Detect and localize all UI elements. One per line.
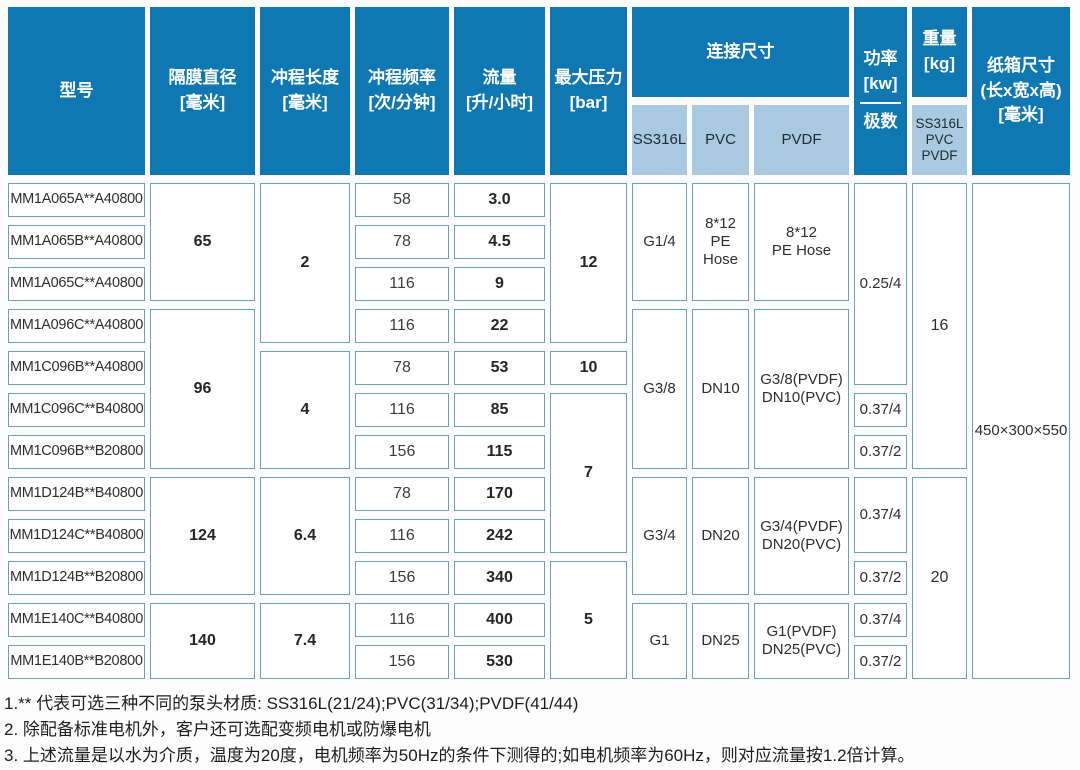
cell-stroke-length: 7.4 — [260, 603, 350, 679]
cell-model: MM1A065A**A40800 — [8, 183, 145, 217]
header-stroke-frequency: 冲程频率 [次/分钟] — [355, 7, 449, 175]
cell-power: 0.37/4 — [854, 393, 907, 427]
cell-model: MM1D124B**B20800 — [8, 561, 145, 595]
cell-frequency: 156 — [355, 561, 449, 595]
cell-pressure: 10 — [550, 351, 627, 385]
cell-pressure: 5 — [550, 561, 627, 679]
cell-diaphragm: 140 — [150, 603, 255, 679]
header-stroke-length: 冲程长度 [毫米] — [260, 7, 350, 175]
cell-pressure: 7 — [550, 393, 627, 553]
header-power-poles: 功率 [kw] 极数 — [854, 7, 907, 175]
cell-conn-pvdf: 8*12 PE Hose — [754, 183, 849, 301]
cell-conn-ss316l: G3/4 — [632, 477, 687, 595]
cell-model: MM1A065C**A40800 — [8, 267, 145, 301]
spec-table: 型号 隔膜直径 [毫米] 冲程长度 [毫米] 冲程频率 [次/分钟] 流量 [升… — [8, 7, 1070, 679]
cell-flow: 3.0 — [454, 183, 545, 217]
cell-conn-ss316l: G3/8 — [632, 309, 687, 469]
cell-conn-pvc: DN25 — [692, 603, 749, 679]
cell-frequency: 78 — [355, 477, 449, 511]
subheader-weight-materials: SS316L PVC PVDF — [912, 105, 967, 175]
footnotes: 1.** 代表可选三种不同的泵头材质: SS316L(21/24);PVC(31… — [0, 679, 1080, 769]
cell-flow: 85 — [454, 393, 545, 427]
footnote-1: 1.** 代表可选三种不同的泵头材质: SS316L(21/24);PVC(31… — [4, 694, 579, 713]
subheader-conn-ss316l: SS316L — [632, 105, 687, 175]
header-power-label: 功率 [kw] — [863, 49, 898, 93]
cell-flow: 9 — [454, 267, 545, 301]
cell-model: MM1E140B**B20800 — [8, 645, 145, 679]
cell-carton-size: 450×300×550 — [972, 183, 1070, 679]
cell-power: 0.37/2 — [854, 435, 907, 469]
header-flow-rate: 流量 [升/小时] — [454, 7, 545, 175]
cell-conn-ss316l: G1/4 — [632, 183, 687, 301]
cell-diaphragm: 65 — [150, 183, 255, 301]
cell-model: MM1A096C**A40800 — [8, 309, 145, 343]
cell-frequency: 156 — [355, 645, 449, 679]
cell-frequency: 116 — [355, 267, 449, 301]
cell-flow: 22 — [454, 309, 545, 343]
cell-diaphragm: 96 — [150, 309, 255, 469]
cell-frequency: 156 — [355, 435, 449, 469]
header-poles-label: 极数 — [863, 112, 898, 132]
cell-frequency: 116 — [355, 309, 449, 343]
cell-flow: 4.5 — [454, 225, 545, 259]
cell-conn-pvdf: G3/4(PVDF) DN20(PVC) — [754, 477, 849, 595]
cell-model: MM1D124C**B40800 — [8, 519, 145, 553]
cell-stroke-length: 4 — [260, 351, 350, 469]
cell-flow: 530 — [454, 645, 545, 679]
cell-power: 0.37/4 — [854, 603, 907, 637]
cell-model: MM1C096C**B40800 — [8, 393, 145, 427]
cell-model: MM1C096B**A40800 — [8, 351, 145, 385]
cell-diaphragm: 124 — [150, 477, 255, 595]
cell-model: MM1E140C**B40800 — [8, 603, 145, 637]
cell-power: 0.25/4 — [854, 183, 907, 385]
cell-conn-pvc: DN10 — [692, 309, 749, 469]
cell-flow: 400 — [454, 603, 545, 637]
cell-frequency: 116 — [355, 519, 449, 553]
header-model: 型号 — [8, 7, 145, 175]
cell-conn-pvdf: G1(PVDF) DN25(PVC) — [754, 603, 849, 679]
header-carton-size: 纸箱尺寸 (长x宽x高) [毫米] — [972, 7, 1070, 175]
footnote-2: 2. 除配备标准电机外，客户还可选配变频电机或防爆电机 — [4, 720, 431, 739]
cell-model: MM1A065B**A40800 — [8, 225, 145, 259]
cell-model: MM1C096B**B20800 — [8, 435, 145, 469]
cell-flow: 340 — [454, 561, 545, 595]
cell-frequency: 78 — [355, 225, 449, 259]
cell-power: 0.37/2 — [854, 561, 907, 595]
cell-flow: 242 — [454, 519, 545, 553]
header-diaphragm-diameter: 隔膜直径 [毫米] — [150, 7, 255, 175]
cell-conn-pvdf: G3/8(PVDF) DN10(PVC) — [754, 309, 849, 469]
cell-frequency: 116 — [355, 603, 449, 637]
footnote-3: 3. 上述流量是以水为介质，温度为20度，电机频率为50Hz的条件下测得的;如电… — [4, 746, 915, 765]
cell-stroke-length: 6.4 — [260, 477, 350, 595]
cell-power: 0.37/2 — [854, 645, 907, 679]
header-weight: 重量 [kg] — [912, 7, 967, 97]
cell-power: 0.37/4 — [854, 477, 907, 553]
cell-frequency: 78 — [355, 351, 449, 385]
cell-conn-pvc: 8*12 PE Hose — [692, 183, 749, 301]
cell-flow: 115 — [454, 435, 545, 469]
cell-flow: 170 — [454, 477, 545, 511]
cell-pressure: 12 — [550, 183, 627, 343]
cell-conn-ss316l: G1 — [632, 603, 687, 679]
cell-weight: 20 — [912, 477, 967, 679]
cell-frequency: 58 — [355, 183, 449, 217]
subheader-conn-pvc: PVC — [692, 105, 749, 175]
header-connection-size: 连接尺寸 — [632, 7, 849, 97]
cell-conn-pvc: DN20 — [692, 477, 749, 595]
header-max-pressure: 最大压力 [bar] — [550, 7, 627, 175]
cell-frequency: 116 — [355, 393, 449, 427]
cell-model: MM1D124B**B40800 — [8, 477, 145, 511]
cell-stroke-length: 2 — [260, 183, 350, 343]
cell-flow: 53 — [454, 351, 545, 385]
power-poles-divider — [860, 102, 901, 105]
subheader-conn-pvdf: PVDF — [754, 105, 849, 175]
cell-weight: 16 — [912, 183, 967, 469]
